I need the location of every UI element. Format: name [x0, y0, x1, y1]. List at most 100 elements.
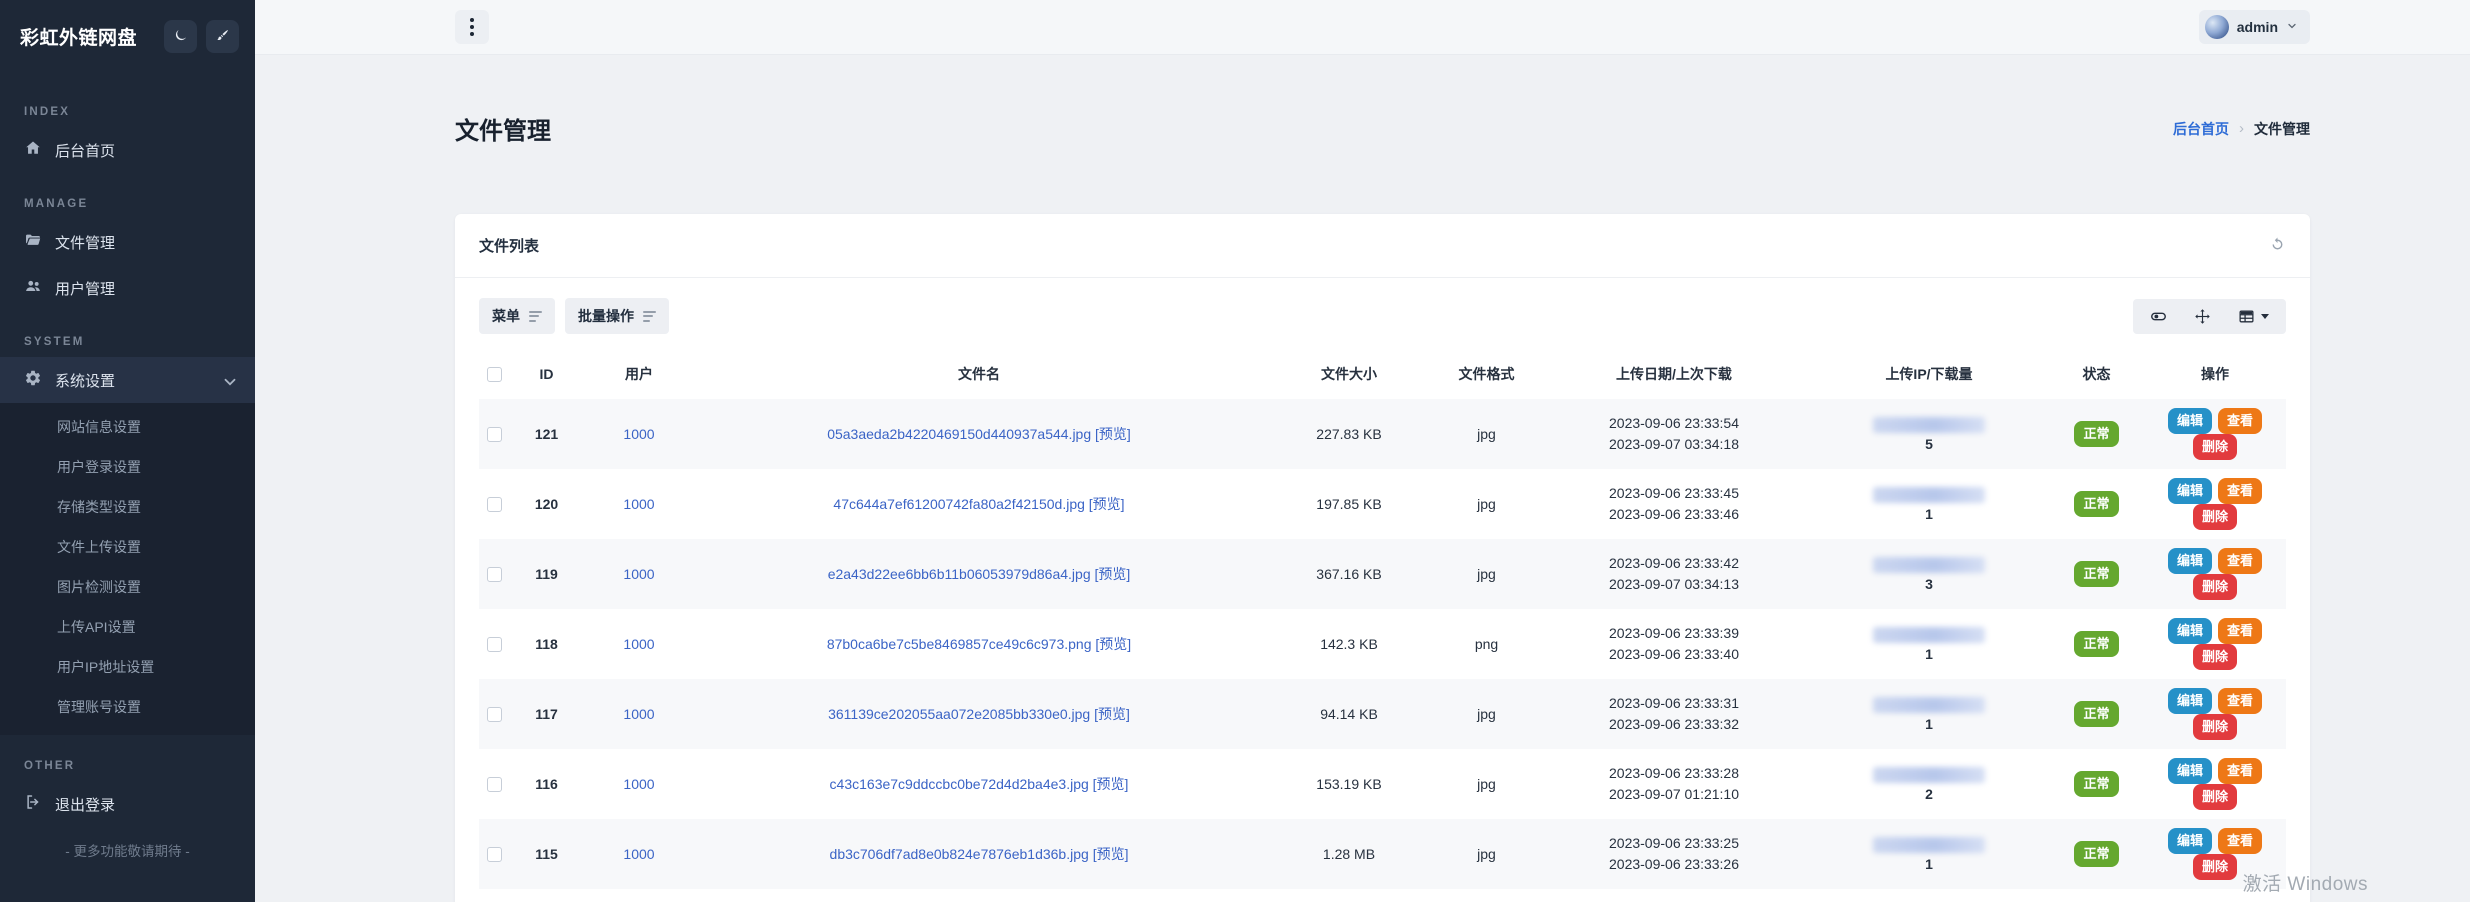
filename-link[interactable]: 361139ce202055aa072e2085bb330e0.jpg [预览] — [828, 706, 1130, 722]
filename-link[interactable]: 47c644a7ef61200742fa80a2f42150d.jpg [预览] — [833, 496, 1125, 512]
user-link[interactable]: 1000 — [623, 496, 655, 512]
delete-button[interactable]: 删除 — [2192, 644, 2237, 670]
preview-link[interactable]: [预览] — [1092, 846, 1129, 862]
chevron-down-icon — [221, 373, 236, 387]
ip-redacted — [1873, 556, 1985, 573]
user-link[interactable]: 1000 — [623, 846, 655, 862]
upload-dates: 2023-09-06 23:33:28 2023-09-07 01:21:10 — [1609, 765, 1739, 802]
view-button[interactable]: 查看 — [2218, 548, 2263, 574]
sidebar-subitem-admin-account[interactable]: 管理账号设置 — [57, 699, 141, 715]
sidebar-item-files[interactable]: 文件管理 — [0, 219, 255, 265]
edit-button[interactable]: 编辑 — [2167, 688, 2212, 714]
breadcrumb-home-link[interactable]: 后台首页 — [2173, 120, 2229, 137]
view-button[interactable]: 查看 — [2218, 408, 2263, 434]
user-link[interactable]: 1000 — [623, 426, 655, 442]
upload-dates: 2023-09-06 23:33:54 2023-09-07 03:34:18 — [1609, 415, 1739, 452]
file-format: jpg — [1477, 706, 1496, 722]
kebab-dots-icon — [470, 18, 474, 22]
row-checkbox[interactable] — [486, 637, 502, 653]
filename-link[interactable]: 05a3aeda2b4220469150d440937a544.jpg [预览] — [827, 426, 1131, 442]
preview-link[interactable]: [预览] — [1092, 776, 1129, 792]
row-checkbox[interactable] — [486, 497, 502, 513]
upload-dates: 2023-09-06 23:33:39 2023-09-06 23:33:40 — [1609, 625, 1739, 662]
sidebar-footer-note: - 更多功能敬请期待 - — [65, 844, 190, 859]
row-checkbox[interactable] — [486, 567, 502, 583]
file-size: 153.19 KB — [1316, 776, 1382, 792]
delete-button[interactable]: 删除 — [2192, 784, 2237, 810]
logout-icon — [24, 793, 42, 815]
preview-link[interactable]: [预览] — [1088, 496, 1125, 512]
sidebar-item-logout[interactable]: 退出登录 — [0, 781, 255, 816]
sidebar-subitem-site-info[interactable]: 网站信息设置 — [57, 419, 141, 435]
delete-button[interactable]: 删除 — [2192, 434, 2237, 460]
sidebar-subitem-file-upload[interactable]: 文件上传设置 — [57, 539, 141, 555]
filename-link[interactable]: db3c706df7ad8e0b824e7876eb1d36b.jpg [预览] — [829, 846, 1129, 862]
folder-icon — [24, 231, 42, 253]
filename-link[interactable]: e2a43d22ee6bb6b11b06053979d86a4.jpg [预览] — [827, 566, 1131, 582]
view-button[interactable]: 查看 — [2218, 828, 2263, 854]
delete-button[interactable]: 删除 — [2192, 854, 2237, 880]
refresh-button[interactable] — [2269, 236, 2286, 256]
edit-button[interactable]: 编辑 — [2167, 408, 2212, 434]
sidebar-subitem-image-check[interactable]: 图片检测设置 — [57, 579, 141, 595]
user-link[interactable]: 1000 — [623, 706, 655, 722]
view-button[interactable]: 查看 — [2218, 478, 2263, 504]
edit-button[interactable]: 编辑 — [2167, 618, 2212, 644]
table-layout-button[interactable] — [2238, 308, 2269, 325]
header-id: ID — [539, 366, 554, 382]
move-icon[interactable] — [2194, 308, 2211, 325]
menu-dropdown-button[interactable]: 菜单 — [479, 298, 555, 334]
sidebar-subitem-user-login[interactable]: 用户登录设置 — [57, 459, 141, 475]
view-button[interactable]: 查看 — [2218, 688, 2263, 714]
view-button[interactable]: 查看 — [2218, 618, 2263, 644]
sidebar-subitem-storage-type[interactable]: 存储类型设置 — [57, 499, 141, 515]
row-checkbox[interactable] — [486, 707, 502, 723]
filter-lines-icon — [529, 308, 542, 324]
table-row: 117 1000 361139ce202055aa072e2085bb330e0… — [479, 679, 2286, 749]
moon-icon — [173, 28, 188, 46]
download-count: 1 — [1925, 715, 1933, 732]
filename-link[interactable]: c43c163e7c9ddccbc0be72d4d2ba4e3.jpg [预览] — [829, 776, 1129, 792]
breadcrumb: 后台首页 › 文件管理 — [2173, 119, 2310, 139]
ip-downloads-cell: 3 — [1809, 539, 2049, 609]
edit-button[interactable]: 编辑 — [2167, 548, 2212, 574]
preview-link[interactable]: [预览] — [1094, 566, 1131, 582]
delete-button[interactable]: 删除 — [2192, 504, 2237, 530]
download-count: 1 — [1925, 855, 1933, 872]
delete-button[interactable]: 删除 — [2192, 714, 2237, 740]
sidebar-subitem-user-ip[interactable]: 用户IP地址设置 — [57, 659, 155, 675]
row-checkbox[interactable] — [486, 847, 502, 863]
sidebar-item-dashboard[interactable]: 后台首页 — [0, 127, 255, 173]
table-header-row: ID 用户 文件名 文件大小 文件格式 上传日期/上次下载 上传IP/下载量 状… — [479, 352, 2286, 399]
select-all-checkbox[interactable] — [486, 367, 502, 383]
sidebar-nav: INDEX 后台首页 MANAGE 文件管理 用户管理 SYSTEM 系统设置 … — [0, 71, 255, 816]
batch-actions-button[interactable]: 批量操作 — [565, 298, 669, 334]
row-checkbox[interactable] — [486, 427, 502, 443]
theme-brush-button[interactable] — [206, 20, 239, 53]
preview-link[interactable]: [预览] — [1095, 426, 1131, 442]
edit-button[interactable]: 编辑 — [2167, 758, 2212, 784]
row-checkbox[interactable] — [486, 777, 502, 793]
user-menu-button[interactable]: admin — [2198, 10, 2310, 44]
download-count: 3 — [1925, 575, 1933, 592]
user-link[interactable]: 1000 — [623, 566, 655, 582]
sidebar-item-users[interactable]: 用户管理 — [0, 265, 255, 311]
edit-button[interactable]: 编辑 — [2167, 828, 2212, 854]
filename-link[interactable]: 87b0ca6be7c5be8469857ce49c6c973.png [预览] — [826, 636, 1132, 652]
edit-button[interactable]: 编辑 — [2167, 478, 2212, 504]
table-row: 116 1000 c43c163e7c9ddccbc0be72d4d2ba4e3… — [479, 749, 2286, 819]
download-count: 1 — [1925, 505, 1933, 522]
user-link[interactable]: 1000 — [623, 636, 655, 652]
toggle-columns-icon[interactable] — [2150, 308, 2167, 325]
delete-button[interactable]: 删除 — [2192, 574, 2237, 600]
user-link[interactable]: 1000 — [623, 776, 655, 792]
kebab-menu-button[interactable] — [455, 10, 489, 44]
view-button[interactable]: 查看 — [2218, 758, 2263, 784]
dark-mode-button[interactable] — [164, 20, 197, 53]
preview-link[interactable]: [预览] — [1094, 706, 1130, 722]
file-id: 119 — [535, 566, 558, 582]
preview-link[interactable]: [预览] — [1095, 636, 1132, 652]
caret-down-icon — [2261, 313, 2269, 319]
sidebar-item-settings[interactable]: 系统设置 — [0, 357, 255, 403]
sidebar-subitem-upload-api[interactable]: 上传API设置 — [57, 619, 136, 635]
